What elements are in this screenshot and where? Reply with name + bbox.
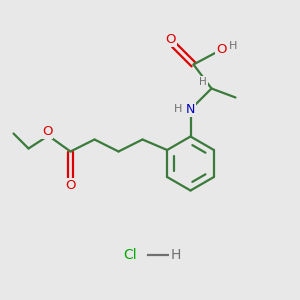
Text: O: O: [166, 33, 176, 46]
Text: H: H: [170, 248, 181, 262]
Text: O: O: [216, 43, 227, 56]
Text: H: H: [174, 104, 182, 115]
Text: H: H: [229, 41, 238, 51]
Text: Cl: Cl: [124, 248, 137, 262]
Text: O: O: [65, 178, 76, 192]
Text: H: H: [199, 77, 207, 87]
Text: N: N: [186, 103, 195, 116]
Text: O: O: [42, 124, 52, 138]
